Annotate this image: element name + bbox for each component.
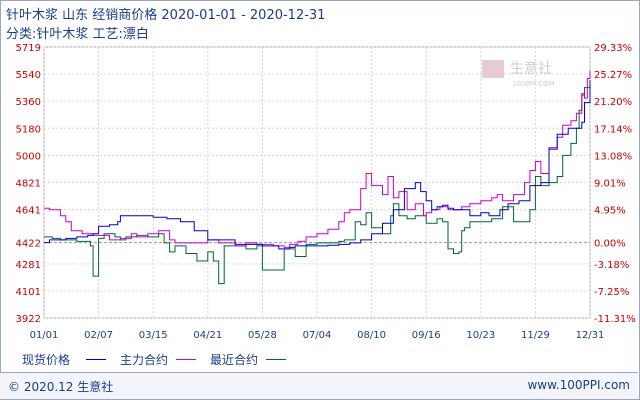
x-tick-label: 04/21 [193,330,222,341]
chart-title: 针叶木浆 山东 经销商价格 2020-01-01 - 2020-12-31 [6,8,326,23]
y-right-tick-label: -7.25% [594,287,629,298]
x-tick-label: 10/23 [466,330,495,341]
chart-subtitle: 分类:针叶木浆 工艺:漂白 [6,27,149,42]
legend-swatch-nearest [266,359,286,360]
x-tick-label: 03/15 [139,330,168,341]
y-right-tick-label: 13.08% [594,151,632,162]
watermark-icon [482,60,504,78]
footer-bar: © 2020.12 生意社 www.100PPI.com [0,372,638,399]
y-right-tick-label: 4.95% [594,206,626,217]
y-left-tick-label: 4821 [16,178,41,189]
x-tick-label: 09/16 [412,330,441,341]
watermark-url: 100PPI.COM [512,80,555,88]
y-left-tick-label: 4281 [16,260,41,271]
series-main-contract-line [44,71,591,248]
legend-swatch-spot [86,359,106,360]
y-right-tick-label: -11.31% [594,314,636,325]
x-tick-label: 07/04 [303,330,332,341]
legend-swatch-main [176,359,196,360]
y-left-tick-label: 5000 [16,151,41,162]
watermark-logo: 生意社 100PPI.COM [482,60,555,88]
x-tick-label: 05/28 [248,330,277,341]
legend-label-main: 主力合约 [120,353,169,367]
footer-copyright: © 2020.12 生意社 [8,380,114,394]
x-tick-label: 12/31 [576,330,605,341]
x-tick-label: 01/01 [30,330,59,341]
x-tick-label: 08/10 [357,330,386,341]
y-right-tick-label: 25.27% [594,70,632,81]
y-right-tick-label: 29.33% [594,43,632,54]
y-left-tick-label: 5719 [16,43,41,54]
y-left-tick-label: 4641 [16,206,41,217]
legend-label-nearest: 最近合约 [210,353,259,367]
y-right-tick-label: 17.14% [594,124,632,135]
legend-label-spot: 现货价格 [22,353,71,367]
y-left-tick-label: 4422 [16,239,41,250]
y-right-tick-label: 9.01% [594,178,626,189]
y-right-tick-label: -3.18% [594,260,629,271]
x-tick-label: 02/07 [84,330,113,341]
y-right-tick-label: 21.20% [594,97,632,108]
y-left-tick-label: 3922 [16,314,41,325]
y-left-tick-label: 5540 [16,70,41,81]
series-spot-price-line [44,80,591,250]
y-right-tick-label: 0.00% [594,239,626,250]
watermark-brand: 生意社 [510,60,552,77]
price-chart: 5719 29.33% 5540 25.27% 5360 21.20% 5180 17.14%… [16,43,636,341]
footer-url[interactable]: www.100PPI.com [527,378,630,392]
y-left-tick-label: 5360 [16,97,41,108]
y-left-tick-label: 5180 [16,124,41,135]
y-left-tick-label: 4101 [16,287,41,298]
x-tick-label: 11/29 [521,330,550,341]
